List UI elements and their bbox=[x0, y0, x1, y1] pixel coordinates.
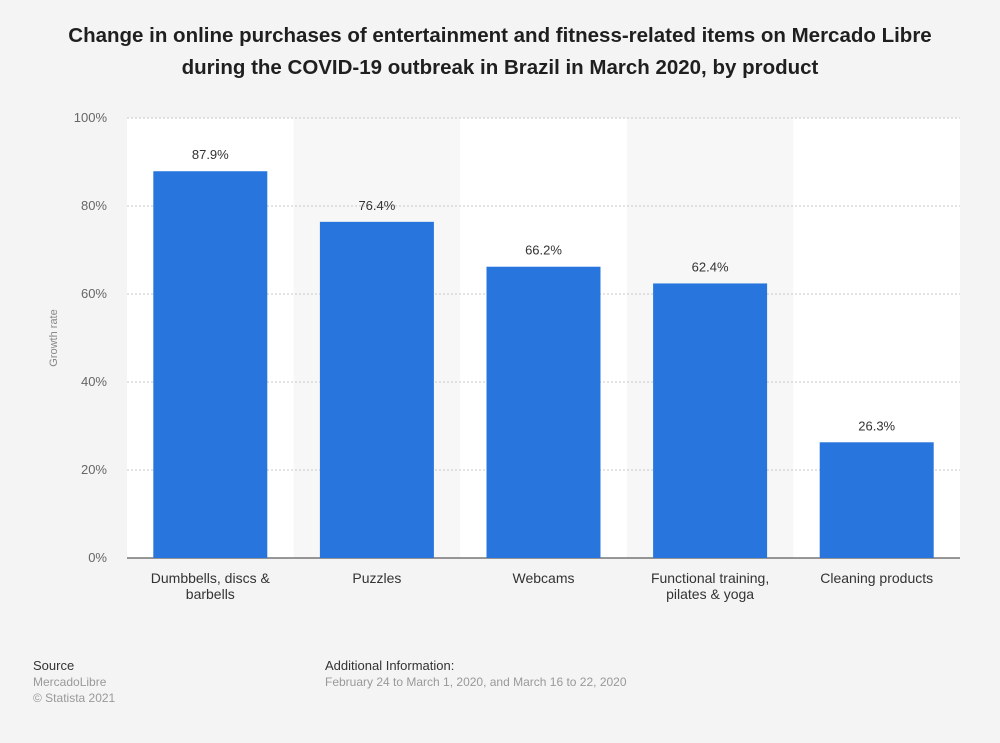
x-tick-label: Functional training, pilates & yoga bbox=[651, 570, 769, 602]
y-tick-label: 40% bbox=[81, 374, 107, 389]
y-axis-label: Growth rate bbox=[48, 309, 60, 366]
x-tick-label: Puzzles bbox=[352, 570, 401, 586]
y-tick-label: 0% bbox=[88, 550, 107, 565]
bar bbox=[653, 283, 768, 558]
copyright: © Statista 2021 bbox=[33, 691, 116, 705]
y-tick-label: 100% bbox=[74, 110, 108, 125]
data-label: 66.2% bbox=[525, 243, 562, 258]
data-label: 76.4% bbox=[358, 198, 395, 213]
bar bbox=[819, 442, 934, 558]
source-heading: Source bbox=[33, 658, 75, 673]
y-tick-label: 60% bbox=[81, 286, 107, 301]
y-tick-label: 20% bbox=[81, 462, 107, 477]
bar bbox=[153, 171, 268, 559]
data-label: 87.9% bbox=[192, 147, 229, 162]
chart-title: Change in online purchases of entertainm… bbox=[68, 24, 932, 79]
additional-info-heading: Additional Information: bbox=[325, 658, 455, 673]
x-tick-label: Cleaning products bbox=[820, 570, 933, 586]
y-tick-label: 80% bbox=[81, 198, 107, 213]
source-block: Source MercadoLibre © Statista 2021 bbox=[33, 658, 115, 706]
x-tick-label: Webcams bbox=[513, 570, 575, 586]
bar bbox=[486, 266, 601, 558]
data-label: 62.4% bbox=[692, 259, 729, 274]
additional-info-text: February 24 to March 1, 2020, and March … bbox=[325, 675, 627, 689]
data-label: 26.3% bbox=[858, 418, 895, 433]
bar bbox=[319, 221, 434, 558]
source-name[interactable]: MercadoLibre bbox=[33, 675, 107, 689]
x-tick-label: Dumbbells, discs & barbells bbox=[151, 570, 271, 602]
additional-info-block: Additional Information: February 24 to M… bbox=[325, 658, 627, 690]
